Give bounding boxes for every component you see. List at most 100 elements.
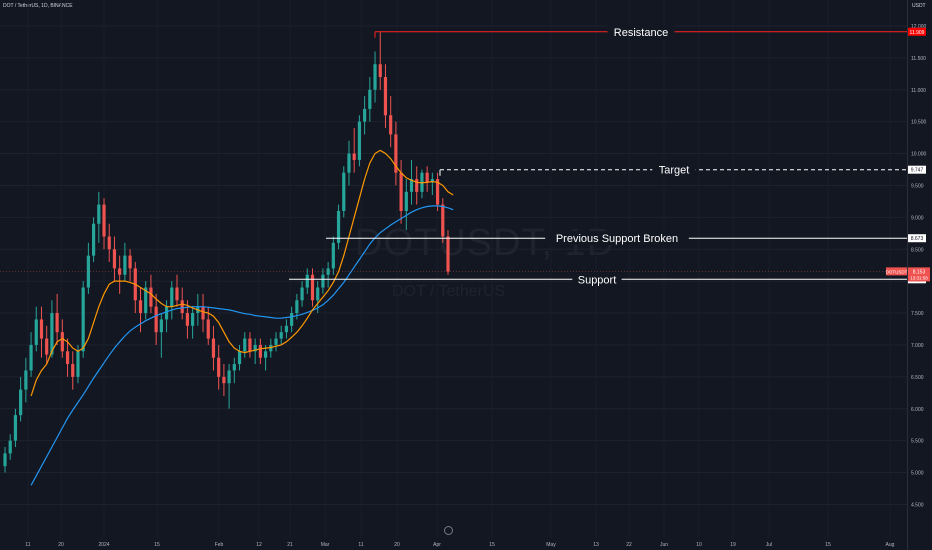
candle-body <box>394 134 398 173</box>
candle-body <box>430 179 434 183</box>
price-tick-label: 6.000 <box>911 407 924 413</box>
candle-body <box>159 319 163 333</box>
candle-body <box>347 153 351 173</box>
candle-body <box>409 179 414 192</box>
candle-body <box>373 64 377 90</box>
candle-body <box>107 236 111 250</box>
candle-body <box>415 179 419 192</box>
candle-body <box>326 268 330 275</box>
candle-body <box>19 389 23 416</box>
last-price-value: 8.153 <box>913 269 926 275</box>
candle-body <box>305 274 309 288</box>
candle-body <box>45 338 49 355</box>
time-tick-label: 12 <box>256 542 262 548</box>
time-tick-label: 11 <box>358 542 363 548</box>
previous-support-broken-label: Previous Support Broken <box>556 233 678 245</box>
previous-support-broken-price-tag <box>908 234 926 243</box>
candle-body <box>237 351 242 365</box>
candle-body <box>336 210 341 243</box>
previous-support-broken-price-value: 8.673 <box>911 236 924 242</box>
price-tick-label: 11.500 <box>911 56 926 62</box>
price-tick-label: 5.000 <box>911 471 924 477</box>
candle-body <box>243 338 247 352</box>
last-price-symbol-tag <box>886 267 907 276</box>
candle-body <box>248 338 252 352</box>
price-tick-label: 10.500 <box>911 120 927 126</box>
candle-body <box>191 313 195 326</box>
time-tick-label: 22 <box>626 542 632 548</box>
time-tick-label: Apr <box>433 542 441 548</box>
time-tick-label: 15 <box>489 542 495 548</box>
candle-body <box>76 351 80 377</box>
candle-body <box>175 287 179 301</box>
candle-body <box>112 249 117 269</box>
time-tick-label: 21 <box>287 542 293 548</box>
candle-body <box>13 415 18 441</box>
time-tick-label: May <box>546 542 556 548</box>
time-tick-label: 20 <box>58 542 64 548</box>
price-tick-label: 11.000 <box>911 88 926 94</box>
target-price-value: 9.747 <box>911 168 924 174</box>
candle-body <box>290 313 294 326</box>
candle-body <box>34 319 38 345</box>
candle-body <box>144 287 148 314</box>
candle-body <box>227 370 231 384</box>
price-tick-label: 6.500 <box>911 375 924 381</box>
time-tick-label: Aug <box>886 542 895 548</box>
candle-body <box>50 313 54 355</box>
candle-body <box>399 172 403 211</box>
chart-settings-icon[interactable] <box>444 526 453 535</box>
price-tick-label: 9.500 <box>911 183 924 189</box>
candle-body <box>441 204 445 237</box>
candle-body <box>170 287 174 307</box>
resistance-label: Resistance <box>614 27 668 39</box>
time-tick-label: Jul <box>766 542 772 548</box>
price-tick-label: 10.000 <box>911 152 927 158</box>
candle-body <box>92 223 96 256</box>
last-price-tag <box>908 267 930 282</box>
price-tick-label: 8.500 <box>911 247 924 253</box>
candle-body <box>352 153 356 160</box>
candle-body <box>81 287 85 352</box>
candle-body <box>253 344 257 352</box>
price-tick-label: 9.000 <box>911 215 924 221</box>
candle-body <box>342 172 346 211</box>
candle-body <box>300 287 304 301</box>
watermark-description: DOT / TetherUS <box>392 283 506 300</box>
time-tick-label: 15 <box>825 542 831 548</box>
candle-body <box>435 179 440 205</box>
time-tick-label: 19 <box>730 542 736 548</box>
support-label: Support <box>578 274 617 286</box>
candle-body <box>55 313 59 333</box>
moving-average-fast-line <box>30 149 454 397</box>
target-price-tag <box>908 165 926 174</box>
price-tick-label: 5.500 <box>911 439 924 445</box>
time-tick-label: 2024 <box>98 542 109 548</box>
candle-body <box>368 89 372 109</box>
candle-body <box>3 453 7 467</box>
previous-support-broken-label-bg <box>545 231 689 246</box>
time-tick-label: 15 <box>154 542 160 548</box>
time-tick-label: Mar <box>321 542 330 548</box>
candle-body <box>102 204 106 237</box>
candle-body <box>118 268 122 275</box>
candle-body <box>86 255 90 288</box>
candle-body <box>206 319 210 339</box>
candle-body <box>128 255 132 269</box>
candle-body <box>149 287 153 307</box>
price-tick-label: 7.500 <box>911 311 924 317</box>
candle-body <box>269 344 273 352</box>
candle-body <box>65 351 70 365</box>
candle-body <box>425 172 429 183</box>
resistance-price-value: 11.909 <box>910 30 925 36</box>
candle-body <box>284 325 289 333</box>
time-tick-label: Feb <box>215 542 224 548</box>
candle-body <box>154 306 158 333</box>
candle-body <box>232 364 236 371</box>
candle-body <box>357 121 361 160</box>
time-tick-label: 10 <box>696 542 702 548</box>
candle-body <box>274 338 278 345</box>
time-tick-label: 13 <box>593 542 599 548</box>
time-tick-label: Jun <box>660 542 668 548</box>
